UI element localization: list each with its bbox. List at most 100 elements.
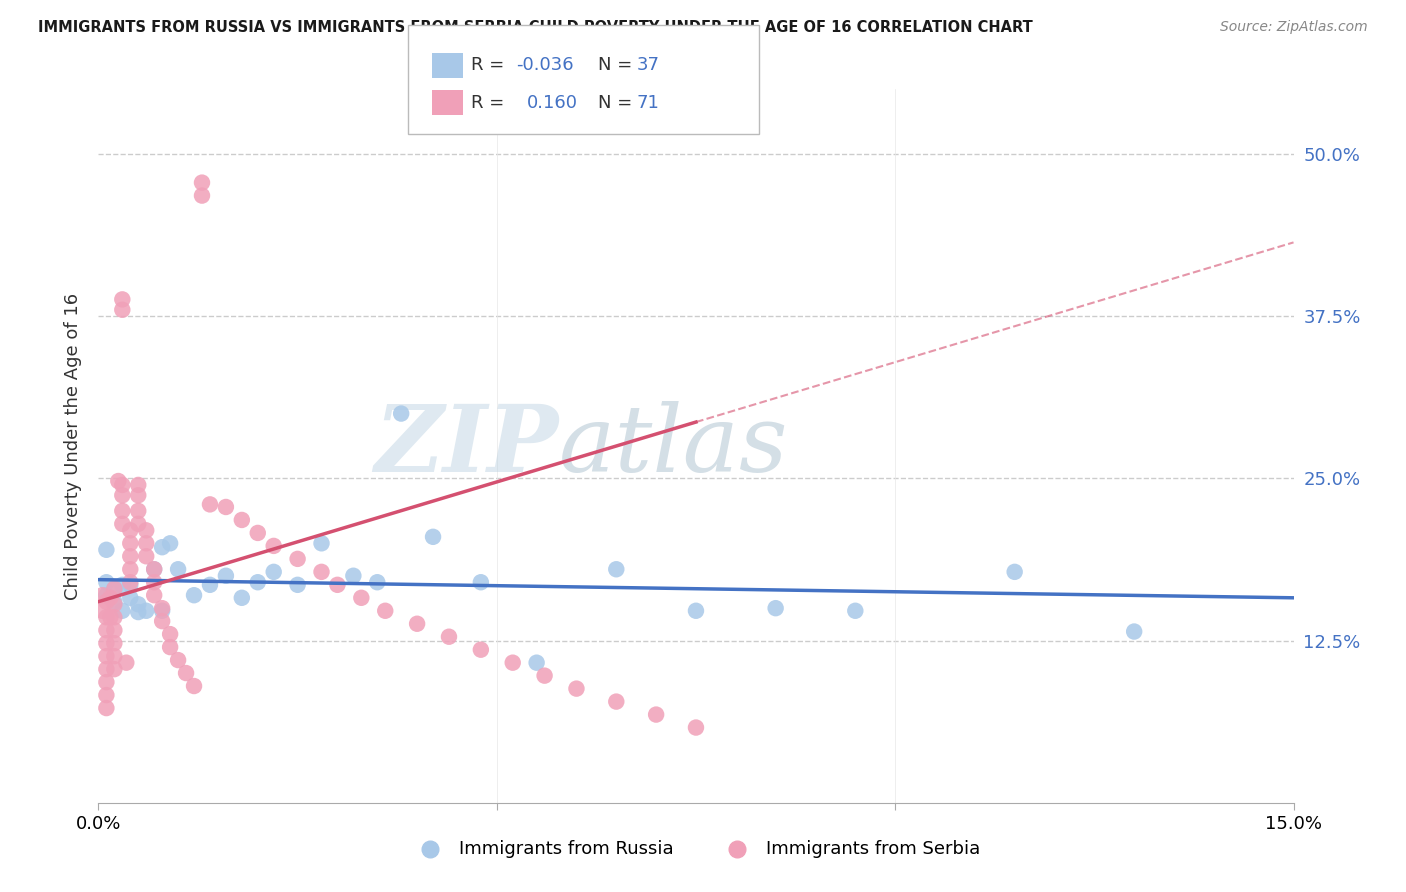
Point xyxy=(135,604,157,618)
Point xyxy=(685,721,707,735)
Point xyxy=(103,662,125,676)
Text: atlas: atlas xyxy=(558,401,787,491)
Point xyxy=(150,614,173,628)
Point xyxy=(311,565,333,579)
Point xyxy=(389,407,412,421)
Point xyxy=(326,578,349,592)
Point xyxy=(263,565,285,579)
Point xyxy=(127,504,149,518)
Point xyxy=(143,575,166,590)
Point xyxy=(96,588,118,602)
Point xyxy=(1123,624,1146,639)
Point xyxy=(605,562,627,576)
Point xyxy=(470,575,492,590)
Point xyxy=(150,604,173,618)
Point xyxy=(215,568,238,582)
Point xyxy=(96,649,118,664)
Point xyxy=(96,624,118,638)
Point xyxy=(263,539,285,553)
Point xyxy=(198,497,221,511)
Point xyxy=(215,500,238,514)
Point xyxy=(1004,565,1026,579)
Point xyxy=(502,656,524,670)
Text: 37: 37 xyxy=(637,56,659,74)
Text: N =: N = xyxy=(598,94,637,112)
Point xyxy=(103,610,125,624)
Text: 71: 71 xyxy=(637,94,659,112)
Point xyxy=(231,591,253,605)
Point xyxy=(103,649,125,664)
Point xyxy=(437,630,460,644)
Point xyxy=(143,562,166,576)
Point xyxy=(287,578,309,592)
Point xyxy=(765,601,787,615)
Text: IMMIGRANTS FROM RUSSIA VS IMMIGRANTS FROM SERBIA CHILD POVERTY UNDER THE AGE OF : IMMIGRANTS FROM RUSSIA VS IMMIGRANTS FRO… xyxy=(38,20,1033,35)
Point xyxy=(111,516,134,531)
Point xyxy=(311,536,333,550)
Point xyxy=(107,474,129,488)
Point xyxy=(645,707,668,722)
Point xyxy=(470,642,492,657)
Point xyxy=(96,662,118,676)
Point xyxy=(685,604,707,618)
Point xyxy=(174,666,197,681)
Point xyxy=(159,536,181,550)
Point xyxy=(150,601,173,615)
Point xyxy=(526,656,548,670)
Point xyxy=(111,293,134,307)
Point xyxy=(246,525,269,540)
Point xyxy=(96,610,118,624)
Point xyxy=(111,302,134,317)
Point xyxy=(115,656,138,670)
Legend: Immigrants from Russia, Immigrants from Serbia: Immigrants from Russia, Immigrants from … xyxy=(405,833,987,865)
Point xyxy=(231,513,253,527)
Point xyxy=(127,488,149,502)
Point xyxy=(111,488,134,502)
Point xyxy=(127,597,149,611)
Point xyxy=(167,653,190,667)
Point xyxy=(191,188,214,202)
Point xyxy=(98,610,122,624)
Text: 0.160: 0.160 xyxy=(527,94,578,112)
Point xyxy=(183,588,205,602)
Point xyxy=(111,478,134,492)
Point xyxy=(111,604,134,618)
Point xyxy=(565,681,588,696)
Point xyxy=(103,624,125,638)
Point xyxy=(120,562,142,576)
Point xyxy=(143,588,166,602)
Point xyxy=(844,604,866,618)
Point xyxy=(127,478,149,492)
Point xyxy=(191,176,214,190)
Point xyxy=(198,578,221,592)
Point xyxy=(183,679,205,693)
Point xyxy=(96,575,118,590)
Point xyxy=(98,591,122,605)
Point xyxy=(96,688,118,702)
Point xyxy=(120,591,142,605)
Point xyxy=(103,636,125,650)
Point xyxy=(120,549,142,564)
Point xyxy=(406,616,429,631)
Point xyxy=(374,604,396,618)
Point xyxy=(150,540,173,554)
Text: ZIP: ZIP xyxy=(374,401,558,491)
Text: N =: N = xyxy=(598,56,637,74)
Point xyxy=(167,562,190,576)
Point xyxy=(135,549,157,564)
Text: R =: R = xyxy=(471,94,510,112)
Y-axis label: Child Poverty Under the Age of 16: Child Poverty Under the Age of 16 xyxy=(63,293,82,599)
Point xyxy=(103,595,125,609)
Point xyxy=(96,636,118,650)
Point xyxy=(103,582,125,596)
Point xyxy=(135,536,157,550)
Text: Source: ZipAtlas.com: Source: ZipAtlas.com xyxy=(1220,20,1368,34)
Point xyxy=(111,504,134,518)
Text: R =: R = xyxy=(471,56,510,74)
Point xyxy=(91,588,114,602)
Point xyxy=(96,675,118,690)
Point xyxy=(111,578,134,592)
Point xyxy=(422,530,444,544)
Point xyxy=(605,695,627,709)
Point xyxy=(246,575,269,590)
